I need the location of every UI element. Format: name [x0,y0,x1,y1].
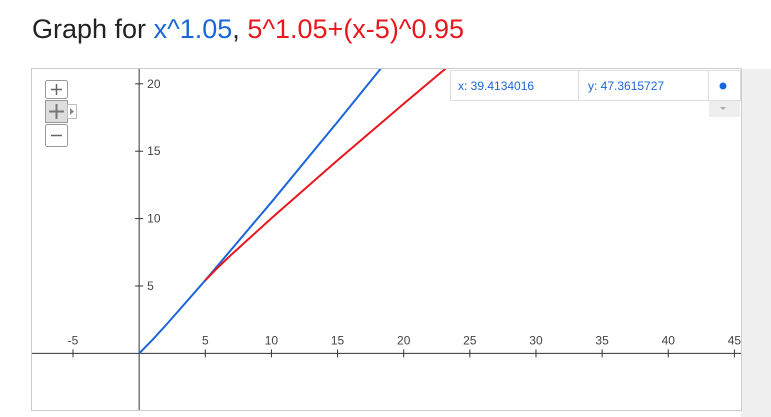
y-tick-label: 5 [147,279,154,293]
arrow-icon [70,108,74,115]
series-selector[interactable] [719,82,727,90]
x-tick-label: 30 [529,333,543,347]
title-separator: , [232,14,248,44]
y-tick-label: 10 [147,212,161,226]
x-tick-label: 35 [595,333,609,347]
tooltip-x: x: 39.4134016 [458,79,534,93]
legend-entry: 5^1.05+(x-5)^0.95 [247,14,465,44]
x-tick-label: -5 [68,333,79,347]
plus-icon [51,84,62,95]
chart-title: Graph for x^1.05, 5^1.05+(x-5)^0.95 [32,14,464,45]
line [204,69,447,282]
x-tick-label: 20 [397,333,411,347]
x-tick-label: 25 [463,333,477,347]
tooltip-box [450,70,741,101]
tooltip-y: y: 47.3615727 [588,79,664,93]
y-tick-label: 20 [147,77,161,91]
dropdown-arrow [720,107,726,110]
dropdown[interactable] [709,101,740,117]
title-prefix: Graph for [32,14,154,44]
tooltip: x: 39.4134016 y: 47.3615727 [450,70,741,117]
x-tick-label: 45 [728,333,742,347]
pan-icon [49,104,64,119]
x-tick-label: 5 [202,333,209,347]
x-tick-label: 40 [662,333,676,347]
x-tick-label: 10 [265,333,279,347]
x-tick-label: 15 [331,333,345,347]
zoom-control[interactable] [45,80,77,147]
legend-entry: x^1.05 [153,14,233,44]
plot-frame [31,68,742,411]
margin [741,69,771,417]
y-tick-label: 15 [147,144,161,158]
